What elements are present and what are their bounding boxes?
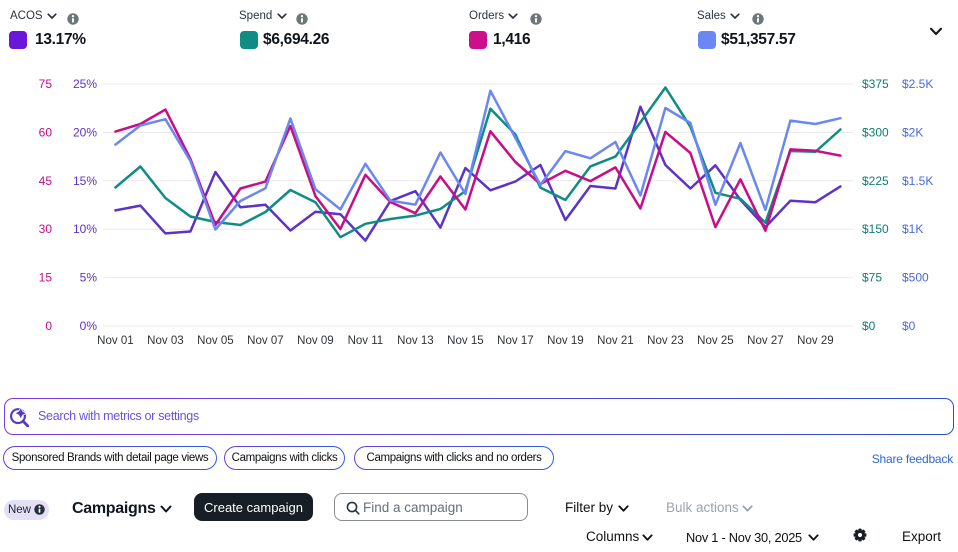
svg-text:60: 60 bbox=[39, 125, 53, 139]
svg-text:15: 15 bbox=[39, 271, 53, 285]
svg-text:$375: $375 bbox=[862, 77, 889, 91]
svg-text:$500: $500 bbox=[902, 271, 929, 285]
svg-text:45: 45 bbox=[39, 174, 53, 188]
svg-text:Nov 21: Nov 21 bbox=[597, 335, 633, 347]
svg-text:Nov 09: Nov 09 bbox=[297, 335, 333, 347]
svg-text:5%: 5% bbox=[80, 271, 98, 285]
svg-text:$300: $300 bbox=[862, 125, 889, 139]
svg-text:Nov 17: Nov 17 bbox=[497, 335, 533, 347]
svg-text:$225: $225 bbox=[862, 174, 889, 188]
svg-text:$0: $0 bbox=[862, 319, 876, 333]
svg-text:Nov 03: Nov 03 bbox=[147, 335, 183, 347]
svg-text:$2.5K: $2.5K bbox=[902, 77, 933, 91]
svg-text:0%: 0% bbox=[80, 319, 98, 333]
svg-text:Nov 29: Nov 29 bbox=[797, 335, 833, 347]
svg-text:30: 30 bbox=[39, 222, 53, 236]
svg-text:Nov 19: Nov 19 bbox=[547, 335, 583, 347]
svg-text:Nov 25: Nov 25 bbox=[697, 335, 733, 347]
svg-text:10%: 10% bbox=[73, 222, 97, 236]
svg-text:Nov 01: Nov 01 bbox=[97, 335, 133, 347]
svg-text:Nov 13: Nov 13 bbox=[397, 335, 433, 347]
svg-text:0: 0 bbox=[45, 319, 52, 333]
svg-text:20%: 20% bbox=[73, 125, 97, 139]
svg-text:Nov 27: Nov 27 bbox=[747, 335, 783, 347]
svg-text:$0: $0 bbox=[902, 319, 916, 333]
svg-text:$1K: $1K bbox=[902, 222, 923, 236]
svg-text:$150: $150 bbox=[862, 222, 889, 236]
svg-text:Nov 07: Nov 07 bbox=[247, 335, 283, 347]
svg-text:$1.5K: $1.5K bbox=[902, 174, 933, 188]
svg-text:25%: 25% bbox=[73, 77, 97, 91]
svg-text:$75: $75 bbox=[862, 271, 882, 285]
svg-text:75: 75 bbox=[39, 77, 53, 91]
svg-text:$2K: $2K bbox=[902, 125, 923, 139]
svg-text:Nov 11: Nov 11 bbox=[348, 335, 384, 347]
svg-text:15%: 15% bbox=[73, 174, 97, 188]
svg-text:Nov 15: Nov 15 bbox=[447, 335, 483, 347]
svg-text:Nov 05: Nov 05 bbox=[197, 335, 233, 347]
svg-text:Nov 23: Nov 23 bbox=[647, 335, 683, 347]
